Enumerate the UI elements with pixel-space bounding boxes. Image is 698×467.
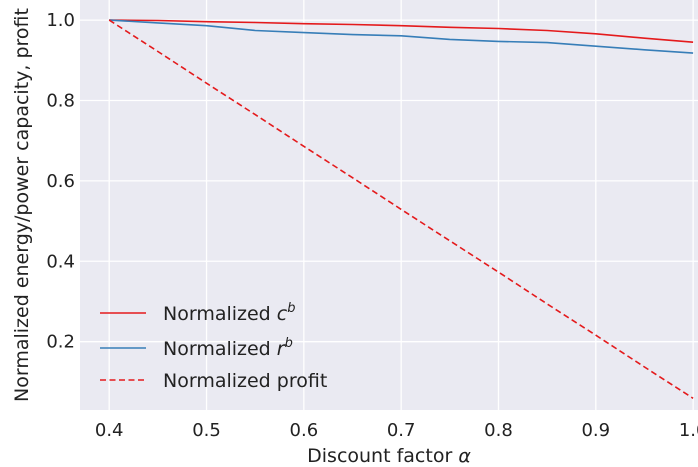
series-line-3 [108,19,694,399]
legend-label-1: Normalized cb [163,301,296,325]
legend-label-3: Normalized profit [163,370,327,392]
x-axis-label-text: Discount factor [307,445,452,467]
y-tick-label: 0.2 [46,332,75,353]
series-layer [108,19,694,399]
x-tick-labels: 0.4 0.5 0.6 0.7 0.8 0.9 1.0 [95,420,698,441]
grid-lines [80,0,698,410]
legend-label-text: Normalized [163,338,277,360]
legend-label-2: Normalized rb [163,336,293,360]
legend-label-text: Normalized [163,303,277,325]
x-tick-label: 0.9 [581,420,610,441]
x-tick-label: 0.7 [387,420,416,441]
legend-label-superscript: b [287,301,295,316]
x-tick-label: 0.4 [95,420,124,441]
legend-label-superscript: b [285,336,293,351]
y-tick-label: 0.6 [46,171,75,192]
y-tick-label: 0.8 [46,90,75,111]
y-axis-label: Normalized energy/power capacity, profit [11,8,33,402]
y-tick-labels: 0.2 0.4 0.6 0.8 1.0 [46,10,75,353]
y-tick-label: 1.0 [46,10,75,31]
x-axis-label-symbol: α [458,445,471,467]
series-line-2 [109,19,694,54]
x-tick-label: 0.6 [290,420,319,441]
legend-label-variable: c [277,303,288,325]
y-tick-label: 0.4 [46,251,75,272]
x-tick-label: 0.8 [484,420,513,441]
legend-label-text: Normalized profit [163,370,327,392]
x-tick-label: 0.5 [192,420,221,441]
x-tick-label: 1.0 [679,420,698,441]
series-line-1 [109,19,694,43]
x-axis-label: Discount factor α [307,445,471,467]
legend-label-variable: r [277,338,286,360]
